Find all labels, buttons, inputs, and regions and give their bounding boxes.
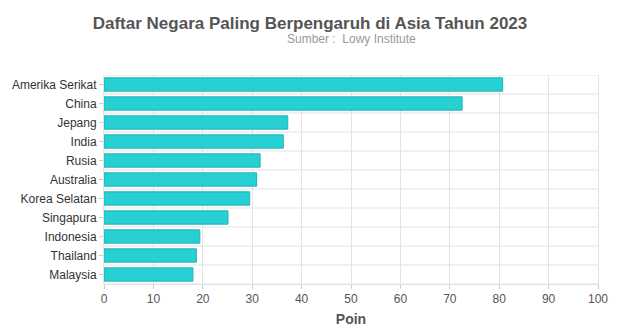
svg-text:Malaysia: Malaysia [49, 268, 97, 282]
svg-text:Sumber : Lowy Institute: Sumber : Lowy Institute [287, 32, 416, 46]
svg-text:60: 60 [394, 292, 408, 306]
svg-text:30: 30 [246, 292, 260, 306]
svg-text:100: 100 [588, 292, 608, 306]
svg-text:40: 40 [295, 292, 309, 306]
svg-text:Singapura: Singapura [42, 211, 97, 225]
svg-text:India: India [71, 135, 97, 149]
svg-text:70: 70 [443, 292, 457, 306]
svg-text:Daftar Negara Paling Berpengar: Daftar Negara Paling Berpengaruh di Asia… [93, 14, 528, 33]
svg-text:50: 50 [344, 292, 358, 306]
svg-text:Australia: Australia [50, 173, 97, 187]
svg-text:Indonesia: Indonesia [45, 230, 97, 244]
svg-text:China: China [65, 97, 97, 111]
svg-text:Amerika Serikat: Amerika Serikat [12, 78, 97, 92]
svg-text:Poin: Poin [336, 311, 366, 327]
svg-text:20: 20 [196, 292, 210, 306]
svg-text:90: 90 [542, 292, 556, 306]
svg-text:10: 10 [147, 292, 161, 306]
svg-text:80: 80 [493, 292, 507, 306]
svg-text:0: 0 [101, 292, 108, 306]
svg-text:Jepang: Jepang [57, 116, 96, 130]
svg-text:Thailand: Thailand [51, 249, 97, 263]
svg-text:Rusia: Rusia [66, 154, 97, 168]
svg-text:Korea Selatan: Korea Selatan [21, 192, 97, 206]
